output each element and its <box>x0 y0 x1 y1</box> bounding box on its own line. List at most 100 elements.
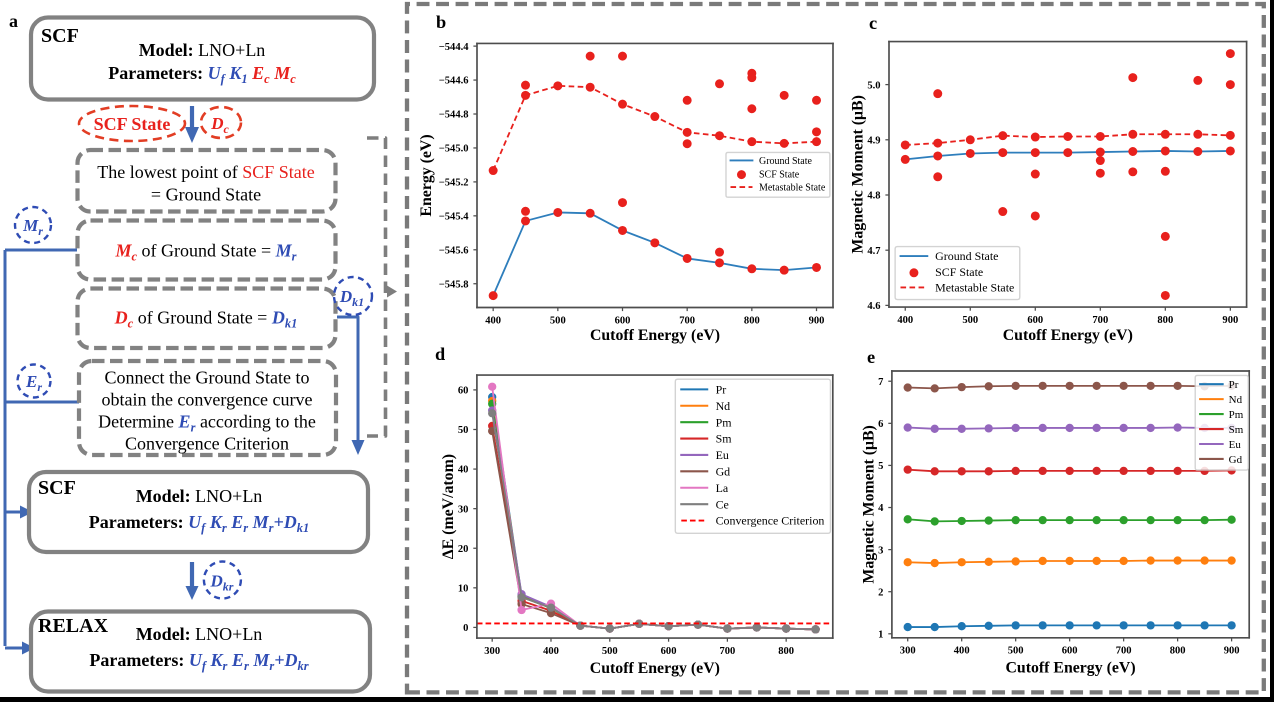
svg-text:7: 7 <box>878 377 884 388</box>
svg-text:Eu: Eu <box>1229 439 1242 451</box>
svg-text:300: 300 <box>900 646 916 657</box>
svg-text:400: 400 <box>543 646 559 657</box>
svg-text:−545.8: −545.8 <box>439 279 469 290</box>
svg-text:900: 900 <box>1224 646 1240 657</box>
svg-text:800: 800 <box>744 315 760 326</box>
svg-text:600: 600 <box>1062 646 1078 657</box>
svg-text:800: 800 <box>1157 315 1173 326</box>
svg-text:700: 700 <box>679 315 695 326</box>
svg-text:−544.4: −544.4 <box>439 42 469 53</box>
svg-text:400: 400 <box>485 315 501 326</box>
svg-text:ΔE (meV/atom): ΔE (meV/atom) <box>440 454 457 559</box>
svg-text:Sm: Sm <box>716 432 733 446</box>
svg-text:4.9: 4.9 <box>867 135 880 146</box>
svg-text:60: 60 <box>458 386 469 397</box>
svg-text:d: d <box>435 344 445 364</box>
svg-text:SCF State: SCF State <box>759 169 800 180</box>
svg-text:6: 6 <box>878 419 883 430</box>
svg-text:Cutoff Energy (eV): Cutoff Energy (eV) <box>1003 327 1133 344</box>
svg-text:Dk1: Dk1 <box>339 287 364 309</box>
svg-text:−545.6: −545.6 <box>439 245 469 256</box>
svg-text:Pm: Pm <box>1229 409 1244 421</box>
svg-text:10: 10 <box>458 583 469 594</box>
svg-text:Pr: Pr <box>1229 379 1239 391</box>
svg-text:Magnetic Moment (μB): Magnetic Moment (μB) <box>849 95 866 253</box>
svg-text:Convergence Criterion: Convergence Criterion <box>125 434 289 454</box>
svg-text:Eu: Eu <box>716 448 729 462</box>
svg-text:Cutoff Energy (eV): Cutoff Energy (eV) <box>590 327 720 344</box>
svg-text:Dc of Ground State = Dk1: Dc of Ground State = Dk1 <box>114 308 298 331</box>
svg-text:500: 500 <box>962 315 978 326</box>
svg-text:20: 20 <box>458 544 469 555</box>
svg-text:c: c <box>869 13 877 33</box>
svg-text:600: 600 <box>1027 315 1043 326</box>
svg-text:= Ground State: = Ground State <box>151 185 261 205</box>
svg-text:SCF State: SCF State <box>94 114 171 134</box>
svg-text:4: 4 <box>878 503 884 514</box>
svg-text:3: 3 <box>878 545 883 556</box>
svg-text:800: 800 <box>1170 646 1186 657</box>
svg-text:700: 700 <box>719 646 735 657</box>
svg-text:40: 40 <box>458 465 469 476</box>
svg-text:600: 600 <box>661 646 677 657</box>
svg-text:−545.2: −545.2 <box>439 178 469 189</box>
svg-text:Cutoff Energy (eV): Cutoff Energy (eV) <box>590 660 720 677</box>
svg-text:La: La <box>716 481 729 495</box>
svg-text:Model: LNO+Ln: Model: LNO+Ln <box>139 40 266 60</box>
svg-text:Cutoff Energy (eV): Cutoff Energy (eV) <box>1005 660 1135 677</box>
svg-text:SCF State: SCF State <box>935 265 983 279</box>
svg-text:Convergence Criterion: Convergence Criterion <box>716 514 825 528</box>
svg-text:1: 1 <box>878 629 883 640</box>
svg-text:Pr: Pr <box>716 383 727 397</box>
svg-text:Dc: Dc <box>210 114 229 136</box>
svg-text:400: 400 <box>897 315 913 326</box>
svg-text:−544.6: −544.6 <box>439 76 469 87</box>
svg-text:Connect the Ground State to: Connect the Ground State to <box>105 368 310 388</box>
svg-text:SCF: SCF <box>38 477 76 499</box>
svg-text:Gd: Gd <box>1229 454 1243 466</box>
svg-text:SCF: SCF <box>41 25 79 47</box>
svg-text:900: 900 <box>1222 315 1238 326</box>
svg-text:4.7: 4.7 <box>867 246 881 257</box>
svg-text:Er: Er <box>25 372 42 394</box>
svg-text:−545.0: −545.0 <box>439 144 469 155</box>
svg-text:500: 500 <box>602 646 618 657</box>
svg-text:RELAX: RELAX <box>38 615 109 637</box>
svg-text:Mc of Ground State = Mr: Mc of Ground State = Mr <box>114 241 296 264</box>
svg-text:−544.8: −544.8 <box>439 110 469 121</box>
svg-text:Sm: Sm <box>1229 424 1244 436</box>
svg-text:Nd: Nd <box>716 399 731 413</box>
svg-text:700: 700 <box>1092 315 1108 326</box>
svg-text:5.0: 5.0 <box>867 80 880 91</box>
svg-text:Metastable State: Metastable State <box>935 281 1014 295</box>
svg-text:5: 5 <box>878 461 883 472</box>
svg-text:600: 600 <box>615 315 631 326</box>
svg-text:Nd: Nd <box>1229 394 1243 406</box>
svg-text:Energy (eV): Energy (eV) <box>418 134 435 216</box>
svg-text:Ce: Ce <box>716 497 729 511</box>
svg-text:700: 700 <box>1116 646 1132 657</box>
svg-text:Model: LNO+Ln: Model: LNO+Ln <box>136 624 263 644</box>
svg-text:900: 900 <box>809 315 825 326</box>
svg-text:2: 2 <box>878 587 883 598</box>
svg-text:Metastable State: Metastable State <box>759 183 826 194</box>
svg-text:Parameters: Uf Kr Er Mr+Dkr: Parameters: Uf Kr Er Mr+Dkr <box>89 650 308 673</box>
svg-text:b: b <box>436 12 446 32</box>
svg-text:50: 50 <box>458 425 469 436</box>
svg-text:Model: LNO+Ln: Model: LNO+Ln <box>136 486 263 506</box>
svg-text:Determine Er according to the: Determine Er according to the <box>98 412 316 435</box>
svg-text:300: 300 <box>484 646 500 657</box>
svg-text:a: a <box>9 11 18 31</box>
svg-text:800: 800 <box>778 646 794 657</box>
svg-text:500: 500 <box>550 315 566 326</box>
svg-text:500: 500 <box>1008 646 1024 657</box>
svg-text:The lowest point of SCF State: The lowest point of SCF State <box>97 162 315 182</box>
svg-text:0: 0 <box>463 623 468 634</box>
svg-text:Ground State: Ground State <box>935 249 998 263</box>
svg-text:Pm: Pm <box>716 415 733 429</box>
svg-text:400: 400 <box>954 646 970 657</box>
svg-text:30: 30 <box>458 504 469 515</box>
svg-text:Dkr: Dkr <box>210 572 234 594</box>
svg-text:Gd: Gd <box>716 465 731 479</box>
svg-text:Ground State: Ground State <box>759 156 813 167</box>
